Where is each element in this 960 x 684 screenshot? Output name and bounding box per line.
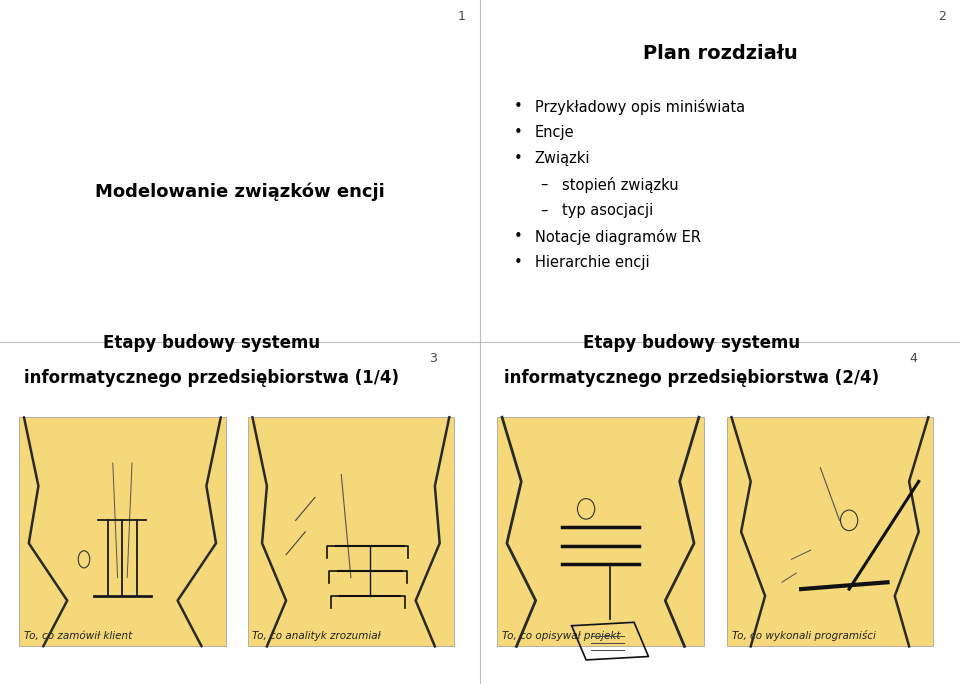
Text: stopień związku: stopień związku (562, 177, 678, 193)
FancyBboxPatch shape (248, 417, 454, 646)
Text: •: • (514, 99, 522, 114)
Text: Związki: Związki (535, 151, 590, 166)
Text: –: – (540, 177, 548, 192)
Text: 4: 4 (909, 352, 917, 365)
Text: •: • (514, 151, 522, 166)
Text: •: • (514, 229, 522, 244)
Text: Etapy budowy systemu: Etapy budowy systemu (583, 334, 800, 352)
Text: •: • (514, 125, 522, 140)
Text: 2: 2 (938, 10, 946, 23)
Text: informatycznego przedsiębiorstwa (1/4): informatycznego przedsiębiorstwa (1/4) (24, 369, 398, 387)
Text: 3: 3 (429, 352, 437, 365)
Text: Notacje diagramów ER: Notacje diagramów ER (535, 229, 701, 245)
Text: Encje: Encje (535, 125, 574, 140)
FancyBboxPatch shape (19, 417, 226, 646)
Text: informatycznego przedsiębiorstwa (2/4): informatycznego przedsiębiorstwa (2/4) (504, 369, 878, 387)
Text: •: • (514, 255, 522, 270)
Text: Hierarchie encji: Hierarchie encji (535, 255, 649, 270)
Text: To, co zamówił klient: To, co zamówił klient (24, 631, 132, 641)
Text: Etapy budowy systemu: Etapy budowy systemu (103, 334, 320, 352)
Text: To, co wykonali programiści: To, co wykonali programiści (732, 630, 876, 641)
Text: To, co opisywał projekt: To, co opisywał projekt (502, 631, 620, 641)
Text: typ asocjacji: typ asocjacji (562, 203, 653, 218)
Text: Modelowanie związków encji: Modelowanie związków encji (95, 182, 385, 201)
Text: Przykładowy opis miniświata: Przykładowy opis miniświata (535, 99, 745, 115)
Text: 1: 1 (458, 10, 466, 23)
Text: To, co analityk zrozumiał: To, co analityk zrozumiał (252, 631, 381, 641)
FancyBboxPatch shape (497, 417, 704, 646)
Text: Plan rozdziału: Plan rozdziału (642, 44, 798, 64)
Text: –: – (540, 203, 548, 218)
FancyBboxPatch shape (727, 417, 933, 646)
